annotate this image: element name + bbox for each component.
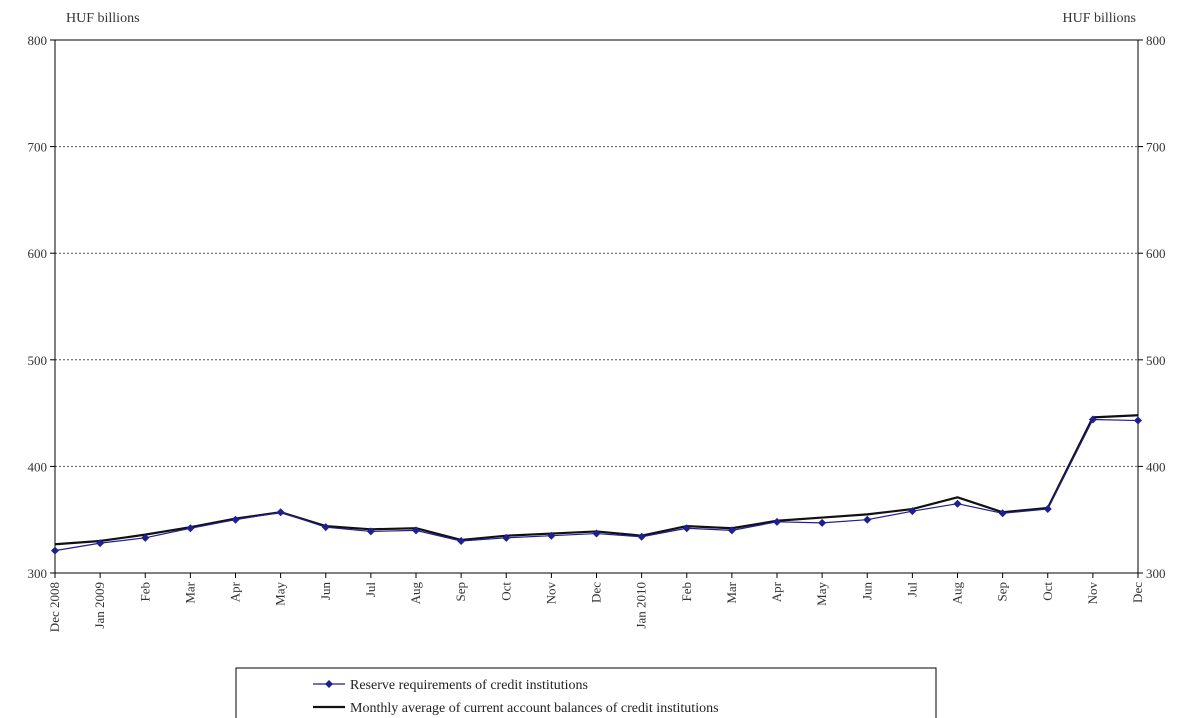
- data-point-reserve: [51, 546, 59, 555]
- x-tick-label: Jun: [318, 582, 333, 601]
- data-point-reserve: [321, 523, 330, 532]
- x-tick-label: Oct: [498, 582, 513, 601]
- x-tick-label: Nov: [543, 582, 558, 605]
- x-tick-label: Feb: [679, 582, 694, 602]
- right-tick-label: 600: [1146, 246, 1166, 261]
- data-point-reserve: [727, 526, 736, 535]
- right-tick-label: 800: [1146, 33, 1166, 48]
- right-tick-label: 400: [1146, 459, 1166, 474]
- data-point-reserve: [1043, 505, 1052, 514]
- data-point-reserve: [412, 526, 420, 535]
- legend-label-balances: Monthly average of current account balan…: [350, 701, 719, 716]
- data-point-reserve: [1134, 416, 1142, 425]
- legend-marker-reserve: [325, 680, 333, 688]
- x-tick-label: Sep: [995, 582, 1010, 602]
- data-point-reserve: [908, 507, 917, 516]
- x-tick-label: Nov: [1085, 582, 1100, 605]
- left-tick-label: 600: [28, 246, 48, 261]
- data-point-reserve: [231, 515, 240, 524]
- gridlines: [55, 146, 1138, 467]
- x-tick-label: Apr: [228, 581, 243, 602]
- left-axis-ticks: 300 400 500 600 700 800: [28, 33, 55, 581]
- right-axis-ticks: 300 400 500 600 700 800: [1138, 33, 1166, 581]
- x-tick-label: Jul: [904, 582, 919, 598]
- legend-box: [235, 667, 937, 718]
- data-point-reserve: [682, 524, 691, 533]
- data-point-reserve: [96, 539, 105, 548]
- x-tick-label: Sep: [453, 582, 468, 602]
- left-tick-label: 400: [28, 459, 48, 474]
- legend-item-reserve: Reserve requirements of credit instituti…: [313, 678, 588, 693]
- left-axis-unit: HUF billions: [66, 11, 140, 26]
- x-tick-label: Aug: [408, 582, 423, 605]
- x-tick-label: Feb: [137, 582, 152, 602]
- data-point-reserve: [141, 533, 150, 542]
- right-axis-unit: HUF billions: [1062, 11, 1136, 26]
- data-point-reserve: [592, 529, 601, 538]
- legend: Reserve requirements of credit instituti…: [235, 667, 937, 718]
- data-point-reserve: [998, 509, 1007, 518]
- x-tick-label: Dec: [1130, 582, 1145, 603]
- data-point-reserve: [366, 527, 375, 536]
- left-tick-label: 300: [28, 566, 48, 581]
- x-tick-label: Oct: [1040, 582, 1055, 601]
- x-tick-label: Dec: [589, 582, 604, 603]
- legend-item-balances: Monthly average of current account balan…: [313, 701, 719, 716]
- x-tick-label: Apr: [769, 581, 784, 602]
- right-tick-label: 700: [1146, 140, 1166, 155]
- right-tick-label: 300: [1146, 566, 1166, 581]
- left-tick-label: 500: [28, 353, 48, 368]
- x-tick-label: May: [273, 582, 288, 606]
- plot-area-frame: [54, 39, 1139, 574]
- data-point-reserve: [773, 517, 781, 526]
- data-point-reserve: [547, 531, 556, 540]
- right-tick-label: 500: [1146, 353, 1166, 368]
- data-point-reserve: [637, 532, 646, 541]
- x-tick-label: Jan 2009: [92, 582, 107, 629]
- series-lines: [51, 414, 1142, 555]
- data-point-reserve: [863, 515, 872, 524]
- left-tick-label: 700: [28, 140, 48, 155]
- x-tick-label: Jul: [363, 582, 378, 598]
- data-point-reserve: [1088, 415, 1097, 424]
- series-line-balances: [54, 414, 1139, 546]
- data-point-reserve: [953, 499, 962, 508]
- x-axis-ticks: Dec 2008 Jan 2009 Feb Mar Apr May Jun Jul Aug Sep…: [47, 573, 1145, 632]
- data-point-reserve: [818, 518, 827, 527]
- data-point-reserve: [502, 533, 511, 542]
- x-tick-label: Jun: [859, 582, 874, 601]
- data-point-reserve: [186, 524, 195, 533]
- data-point-reserve: [457, 537, 466, 546]
- x-tick-label: May: [814, 582, 829, 606]
- x-tick-label: Dec 2008: [47, 582, 62, 632]
- legend-label-reserve: Reserve requirements of credit instituti…: [350, 678, 588, 693]
- data-point-reserve: [276, 508, 285, 517]
- x-tick-label: Mar: [724, 581, 739, 603]
- x-tick-label: Jan 2010: [634, 582, 649, 629]
- x-tick-label: Aug: [950, 582, 965, 605]
- x-tick-label: Mar: [182, 581, 197, 603]
- left-tick-label: 800: [28, 33, 48, 48]
